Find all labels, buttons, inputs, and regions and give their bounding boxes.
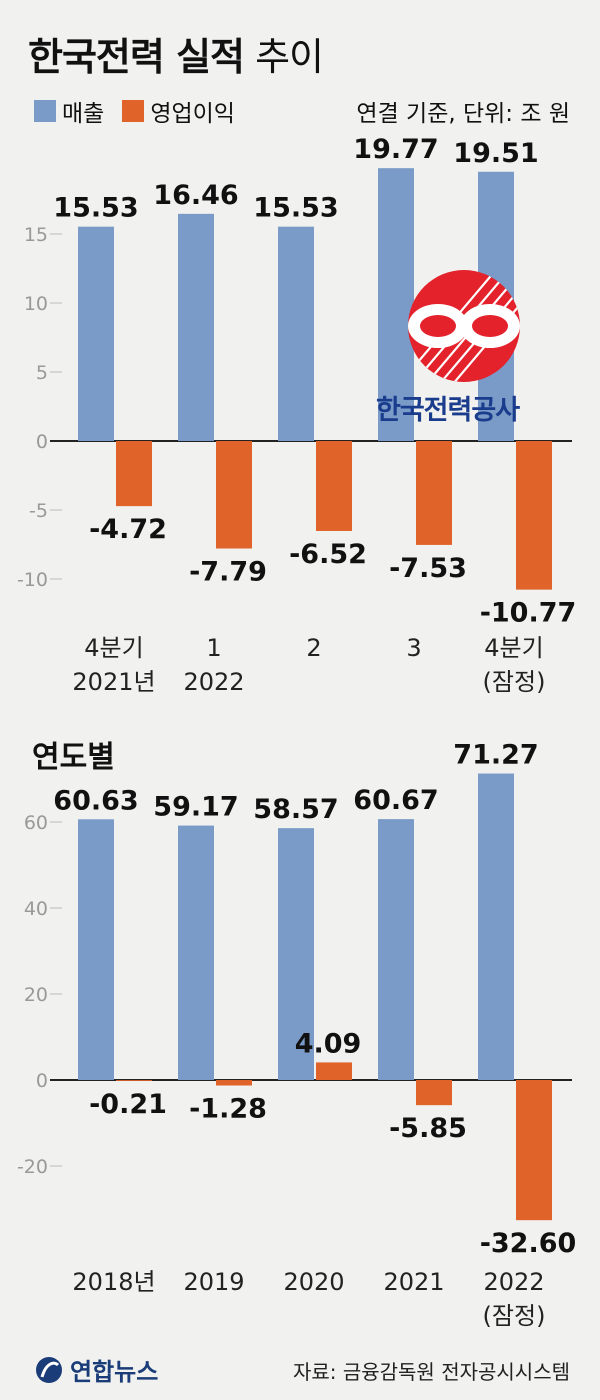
operating-profit-value-label: -5.85 (389, 1113, 467, 1144)
operating-profit-value-label: 4.09 (295, 1028, 362, 1059)
y-tick-label: 10 (24, 293, 48, 315)
legend-swatch-revenue (34, 100, 56, 122)
x-category-label: 3 (406, 634, 421, 662)
x-category-sublabel: (잠정) (483, 668, 546, 696)
yearly-chart: 60 40 20 0 -20 60.63 -0.21 2018년 59.17 -1.28 2019 5… (17, 740, 577, 1330)
title-bold: 한국전력 실적 (28, 35, 245, 79)
revenue-bar (178, 825, 214, 1080)
x-category-label: 2019 (183, 1268, 244, 1296)
revenue-value-label: 60.67 (353, 785, 438, 816)
kepco-emblem-icon (408, 270, 520, 382)
revenue-bar (278, 226, 314, 441)
x-category-sublabel: 2021년 (72, 668, 155, 696)
operating-profit-bar (416, 441, 452, 545)
quarterly-chart: 15 10 5 0 -5 -10 15.53 -4.72 4분기 2021년 16.46 -7.79 1… (17, 134, 577, 696)
y-tick-label: 0 (36, 1070, 48, 1092)
y-tick-label: -20 (17, 1156, 48, 1178)
x-category-sublabel: (잠정) (483, 1302, 546, 1330)
operating-profit-bar (316, 1062, 352, 1080)
x-category-label: 2021 (383, 1268, 444, 1296)
x-category-label: 1 (206, 634, 221, 662)
revenue-bar (78, 819, 114, 1080)
unit-note: 연결 기준, 단위: 조 원 (356, 101, 570, 127)
x-category-label: 2018년 (72, 1268, 155, 1296)
chart-title: 한국전력 실적 추이 (28, 26, 324, 81)
section-title-yearly: 연도별 (32, 740, 115, 775)
operating-profit-bar (416, 1080, 452, 1106)
y-tick-label: 20 (24, 984, 48, 1006)
x-category-label: 2022 (483, 1268, 544, 1296)
revenue-bar (378, 819, 414, 1080)
revenue-value-label: 15.53 (53, 193, 138, 224)
y-tick-label: -5 (29, 500, 48, 522)
legend-label-operating-profit: 영업이익 (150, 101, 235, 127)
operating-profit-value-label: -7.53 (389, 553, 467, 584)
operating-profit-bar (116, 441, 152, 507)
x-category-sublabel: 2022 (183, 668, 244, 696)
revenue-value-label: 58.57 (253, 794, 338, 825)
x-category-label: 2020 (283, 1268, 344, 1296)
operating-profit-value-label: -10.77 (480, 598, 577, 629)
y-tick-label: 5 (36, 362, 48, 384)
operating-profit-bar (316, 441, 352, 531)
revenue-bar (478, 773, 514, 1080)
revenue-value-label: 71.27 (453, 740, 538, 771)
operating-profit-value-label: -7.79 (189, 557, 267, 588)
revenue-bar (78, 226, 114, 441)
y-tick-label: 40 (24, 898, 48, 920)
operating-profit-value-label: -6.52 (289, 539, 367, 570)
operating-profit-value-label: -32.60 (480, 1228, 577, 1259)
operating-profit-bar (216, 441, 252, 549)
revenue-value-label: 19.77 (353, 134, 438, 165)
revenue-bar (278, 828, 314, 1080)
operating-profit-bar (216, 1080, 252, 1086)
revenue-value-label: 15.53 (253, 193, 338, 224)
operating-profit-bar (516, 1080, 552, 1221)
revenue-value-label: 19.51 (453, 138, 538, 169)
revenue-value-label: 16.46 (153, 180, 238, 211)
x-category-label: 4분기 (84, 634, 143, 662)
source-note: 자료: 금융감독원 전자공시시스템 (292, 1360, 570, 1384)
legend: 매출 영업이익 (34, 94, 235, 128)
x-category-label: 2 (306, 634, 321, 662)
x-category-label: 4분기 (484, 634, 543, 662)
legend-swatch-operating-profit (122, 100, 145, 122)
kepco-logo-text: 한국전력공사 (376, 395, 520, 426)
y-tick-label: 0 (36, 431, 48, 453)
revenue-value-label: 59.17 (153, 792, 238, 823)
revenue-bar (178, 213, 214, 441)
operating-profit-value-label: -1.28 (189, 1094, 267, 1125)
y-tick-label: 60 (24, 812, 48, 834)
footer-brand: 연합뉴스 (70, 1358, 159, 1386)
revenue-bar (378, 168, 414, 441)
y-tick-label: -10 (17, 569, 48, 591)
revenue-value-label: 60.63 (53, 785, 138, 816)
y-tick-label: 15 (24, 224, 48, 246)
operating-profit-bar (516, 441, 552, 590)
kepco-logo: 한국전력공사 (376, 268, 556, 427)
title-light: 추이 (255, 35, 324, 79)
operating-profit-value-label: -4.72 (89, 514, 167, 545)
yonhap-logo: 연합뉴스 (34, 1352, 158, 1387)
legend-label-revenue: 매출 (62, 101, 105, 127)
yonhap-globe-icon (36, 1356, 62, 1383)
operating-profit-bar (116, 1080, 152, 1081)
operating-profit-value-label: -0.21 (89, 1089, 167, 1120)
